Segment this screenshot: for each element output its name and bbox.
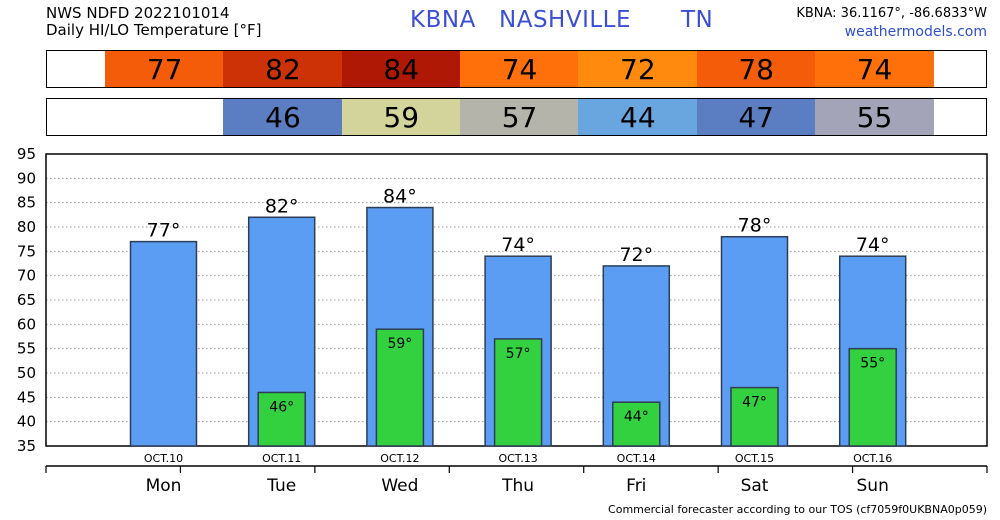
hi-data-label: 84°	[383, 186, 417, 208]
lo-bar	[257, 391, 306, 447]
site-link[interactable]: weathermodels.com	[844, 24, 987, 40]
lo-temp-cell: 57	[459, 99, 580, 135]
lo-bar	[730, 386, 779, 447]
hi-data-label: 82°	[265, 195, 299, 217]
hi-temp-cell: 72	[578, 51, 698, 87]
y-tick-label: 50	[17, 364, 36, 382]
lo-temp-cell: 55	[814, 99, 935, 135]
hi-data-label: 74°	[501, 234, 535, 256]
x-tick-label: Tue	[266, 476, 296, 496]
y-tick-label: 90	[17, 169, 36, 187]
hi-temp-strip: 77 82 84 74 72 78 74	[46, 50, 987, 88]
hi-temp-cell: 77	[105, 51, 225, 87]
lo-data-label: 59°	[387, 336, 412, 352]
lo-bar	[375, 328, 425, 447]
lo-temp-cell: 46	[223, 99, 343, 135]
y-tick-label: 55	[17, 340, 36, 358]
y-tick-label: 65	[17, 291, 36, 309]
lo-bar	[612, 401, 661, 447]
hi-data-label: 78°	[738, 215, 772, 237]
date-label: OCT.13	[498, 452, 537, 465]
product-subtitle: Daily HI/LO Temperature [°F]	[46, 21, 262, 39]
x-tick-label: Thu	[501, 476, 534, 496]
lo-data-label: 57°	[506, 346, 531, 362]
hi-temp-cell: 82	[223, 51, 343, 87]
date-label: OCT.15	[735, 452, 774, 465]
lo-data-label: 55°	[860, 356, 885, 372]
lo-temp-cell: 47	[696, 99, 816, 135]
lo-bar	[848, 347, 897, 447]
x-tick-label: Fri	[626, 476, 646, 496]
hi-temp-cell: 84	[341, 51, 461, 87]
lo-temp-cell: 44	[578, 99, 698, 135]
date-label: OCT.12	[380, 452, 419, 465]
y-tick-label: 45	[17, 388, 36, 406]
y-tick-label: 70	[17, 267, 36, 285]
hi-data-label: 77°	[147, 220, 181, 242]
x-tick-label: Mon	[146, 476, 182, 496]
date-label: OCT.10	[144, 452, 183, 465]
date-label: OCT.16	[853, 452, 892, 465]
y-tick-label: 80	[17, 218, 36, 236]
station-id: KBNA	[410, 7, 476, 33]
x-tick-label: Sat	[741, 476, 769, 496]
lo-temp-cell: 59	[341, 99, 461, 135]
hi-data-label: 74°	[856, 234, 890, 256]
hi-data-label: 72°	[619, 244, 653, 266]
station-city: NASHVILLE	[499, 7, 632, 33]
y-tick-label: 60	[17, 315, 36, 333]
x-tick-label: Sun	[857, 476, 889, 496]
lo-data-label: 44°	[624, 409, 649, 425]
x-tick-label: Wed	[381, 476, 418, 496]
station-state: TN	[681, 7, 714, 33]
y-tick-label: 85	[17, 194, 36, 212]
footer-note: Commercial forecaster according to our T…	[608, 503, 987, 516]
y-tick-label: 75	[17, 242, 36, 260]
station-coords: KBNA: 36.1167°, -86.6833°W	[796, 6, 987, 21]
lo-temp-cell	[105, 99, 225, 135]
y-tick-label: 35	[17, 437, 36, 455]
hi-bar	[129, 240, 198, 447]
lo-temp-strip: 46 59 57 44 47 55	[46, 98, 987, 136]
lo-bar	[493, 338, 543, 447]
date-label: OCT.14	[617, 452, 656, 465]
product-title: NWS NDFD 2022101014	[46, 4, 230, 22]
y-tick-label: 95	[17, 145, 36, 163]
hi-temp-cell: 74	[814, 51, 935, 87]
y-tick-label: 40	[17, 413, 36, 431]
lo-data-label: 46°	[269, 399, 294, 415]
lo-data-label: 47°	[742, 395, 767, 411]
hi-temp-cell: 74	[459, 51, 580, 87]
date-label: OCT.11	[262, 452, 301, 465]
hi-temp-cell: 78	[696, 51, 816, 87]
